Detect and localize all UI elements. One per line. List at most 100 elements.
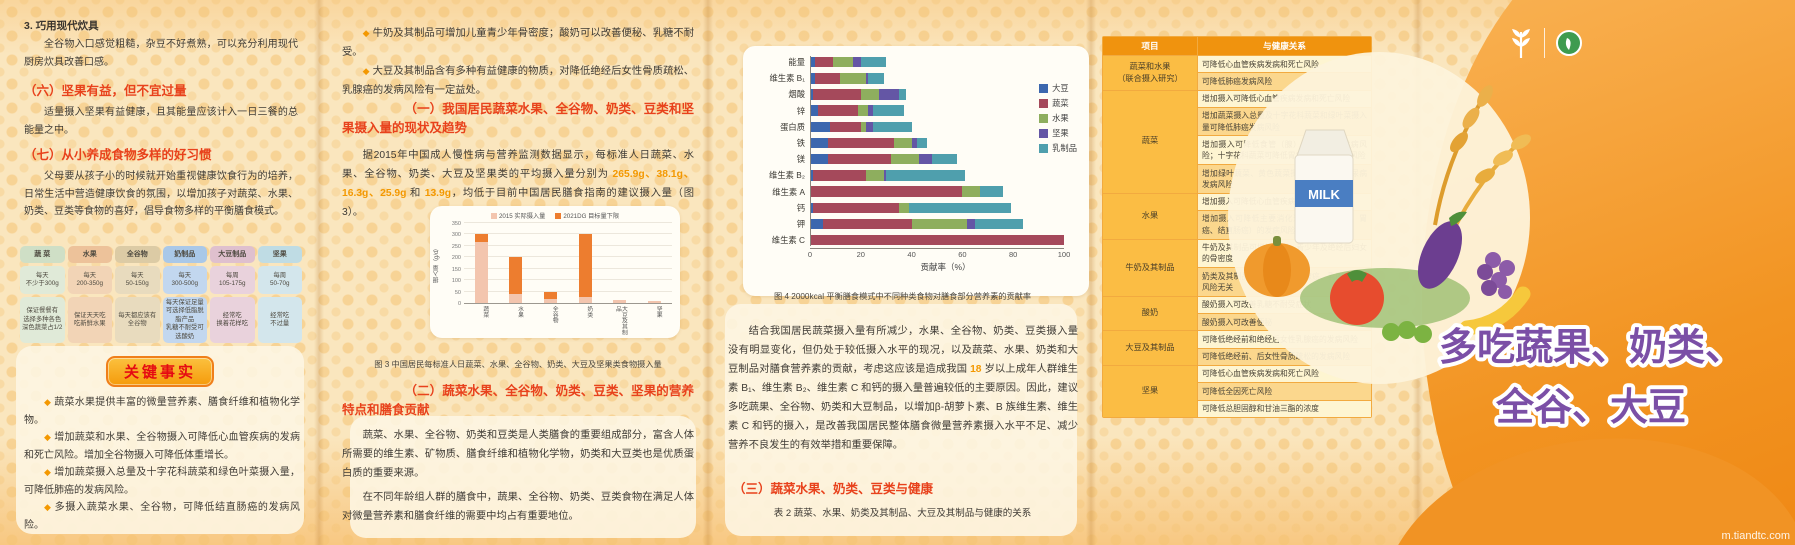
food-table-tip: 每天保证足量 可选择低脂脱脂产品 乳糖不耐受可选酸奶 (162, 297, 207, 343)
bar-segment (830, 121, 861, 133)
chart4-caption: 图 4 2000kcal 平衡膳食模式中不同种类食物对膳食部分营养素的贡献率 (773, 292, 1032, 301)
bar-segment (886, 170, 965, 181)
bar-segment (868, 73, 884, 84)
bar-segment (893, 137, 912, 149)
section-heading-cookware: 3. 巧用现代炊具 (24, 20, 99, 32)
chart4-row: 钾 (751, 216, 1081, 232)
cookware-paragraph: 全谷物入口感觉粗糙，杂豆不好煮熟，可以充分利用现代厨房炊具改善口感。 (24, 39, 298, 68)
chart4-row: 维生素 B₂ (751, 167, 1081, 183)
food-table-tip: 经常吃 换着花样吃 (210, 297, 255, 343)
category-label: 大豆及其制品 (614, 306, 627, 335)
item-cell: 酸奶 (1103, 296, 1197, 331)
bar-segment (827, 137, 894, 149)
bullet-item: ◆ 增加蔬菜和水果、全谷物摄入可降低心血管疾病的发病和死亡风险。增加全谷物摄入可降… (24, 429, 300, 464)
gridline (464, 267, 672, 269)
bar-stack (544, 291, 558, 303)
food-table-amount: 每天 300-500g (162, 266, 207, 294)
bar-segment (916, 137, 927, 149)
category-label: 蛋白质 (780, 121, 805, 132)
food-table-tip: 保证天天吃 吃新鲜水果 (67, 297, 112, 343)
category-label: 维生素 C (771, 235, 805, 246)
bar-segment (962, 186, 981, 197)
bullet-text: 牛奶及其制品可增加儿童青少年骨密度；酸奶可以改善便秘、乳糖不耐受。 (342, 28, 695, 58)
diamond-icon: ◆ (362, 28, 370, 38)
bar-segment (975, 218, 1024, 230)
gridline (464, 222, 672, 223)
bar-track (810, 234, 1081, 246)
gridline (464, 290, 672, 292)
habit-paragraph: 父母要从孩子小的时候就开始重视健康饮食行为的培养，日常生活中营造健康饮食的氛围，… (24, 171, 298, 217)
x-tick-label: 20 (856, 250, 865, 260)
daily-intake-mini-table: 蔬 菜每天 不少于300g 保证餐餐有 选择多种各色 深色蔬菜占1/2 水果 每天 2… (20, 246, 302, 343)
bar-segment (931, 153, 958, 165)
legend-item: 蔬菜 (1039, 97, 1077, 109)
milk-label: MILK (1308, 187, 1340, 202)
y-tick-label: 250 (451, 243, 461, 250)
food-table-column: 奶制品 每天 300-500g 每天保证足量 可选择低脂脱脂产品 乳糖不耐受可选酸奶 (162, 246, 207, 343)
tomato-icon (1330, 270, 1384, 325)
bar-track (810, 56, 1081, 68)
food-table-header: 水果 (67, 246, 112, 263)
food-illustration: MILK (1244, 85, 1531, 343)
cover-logos (1508, 26, 1583, 60)
legend-label: 大豆 (1052, 83, 1069, 93)
bullet-item: ◆ 蔬菜水果提供丰富的微量营养素、膳食纤维和植物化学物。 (24, 394, 300, 429)
chart3-caption: 图 3 中国居民每标准人日蔬菜、水果、全谷物、奶类、大豆及坚果类食物摄入量 (374, 360, 662, 369)
x-tick-label: 80 (1009, 250, 1018, 260)
bullet-text: 增加蔬菜摄入总量及十字花科蔬菜和绿色叶菜摄入量，可降低肺癌的发病风险。 (24, 467, 301, 496)
gridline (464, 233, 672, 235)
bar-segment (853, 56, 861, 68)
cover-title-line2: 全谷、大豆 (1495, 386, 1686, 429)
table-header-cell: 项目 (1103, 37, 1197, 55)
bar-segment (832, 56, 854, 68)
bar-segment (858, 105, 869, 116)
chart4-row: 维生素 B₁ (751, 70, 1081, 86)
chart4-row: 能量 (751, 54, 1081, 70)
legend-item: 2021DG 目标量下限 (555, 211, 619, 220)
bar-segment (810, 137, 828, 149)
bar-segment (812, 202, 899, 214)
food-table-header: 坚果 (257, 246, 302, 263)
item-cell: 蔬菜和水果 （联合摄入研究） (1103, 56, 1197, 90)
legend-item: 乳制品 (1039, 142, 1077, 154)
x-tick-label: 100 (1057, 250, 1071, 260)
bar-segment (898, 202, 910, 214)
category-label: 钙 (796, 202, 805, 213)
bar-segment (810, 202, 813, 214)
heading-section-three: （三）蔬菜水果、奶类、豆类与健康 (733, 482, 934, 496)
bar-segment (812, 170, 866, 181)
nutrition-paragraph: 蔬菜、水果、全谷物、奶类和豆类是人类膳食的重要组成部分，富含人体所需要的维生素、… (342, 430, 694, 479)
food-table-tip: 保证餐餐有 选择多种各色 深色蔬菜占1/2 (20, 297, 65, 343)
panel-3: 能量 维生素 B₁ 烟酸锌蛋白质铁镁维生素 B₂ 维生素 A 钙钾维生素 C 0 20 40 6… (715, 0, 1090, 545)
wheat-icon (1433, 85, 1531, 236)
bar-stack (648, 300, 662, 303)
y-tick-label: 150 (451, 266, 461, 273)
food-table-tip: 经常吃 不过量 (257, 297, 302, 343)
category-label: 维生素 B₁ (769, 73, 805, 84)
target-segment (544, 291, 558, 300)
table-header-row: 项目 与健康关系 (1103, 37, 1371, 55)
bar-track (810, 73, 1081, 84)
bullet-text: 蔬菜水果提供丰富的微量营养素、膳食纤维和植物化学物。 (24, 397, 301, 426)
watermark: m.tiandtc.com (1721, 530, 1790, 542)
category-label: 钾 (796, 218, 805, 229)
chart4-row: 维生素 C (751, 232, 1081, 248)
bar-segment (860, 56, 887, 68)
legend-label: 坚果 (1052, 128, 1069, 138)
table-header-cell: 与健康关系 (1198, 37, 1371, 55)
category-label: 铁 (796, 138, 805, 149)
legend-swatch-icon (555, 212, 562, 219)
food-table-header: 蔬 菜 (20, 246, 65, 263)
bar-segment (891, 153, 920, 165)
x-tick-label: 0 (807, 250, 813, 260)
bar-track (810, 170, 1081, 181)
bar-segment (883, 170, 887, 181)
chart4-row: 维生素 A (751, 184, 1081, 200)
gridline (464, 244, 672, 246)
bullet-text: 多摄入蔬菜水果、全谷物，可降低结直肠癌的发病风险。 (24, 502, 301, 531)
y-tick-label: 350 (451, 221, 461, 227)
bar-segment (810, 56, 816, 68)
chart3-category-labels: 蔬菜 水果 全谷物 奶类 大豆及其制品 坚果 (464, 304, 672, 338)
food-table-amount: 每天 50-150g (115, 266, 160, 294)
